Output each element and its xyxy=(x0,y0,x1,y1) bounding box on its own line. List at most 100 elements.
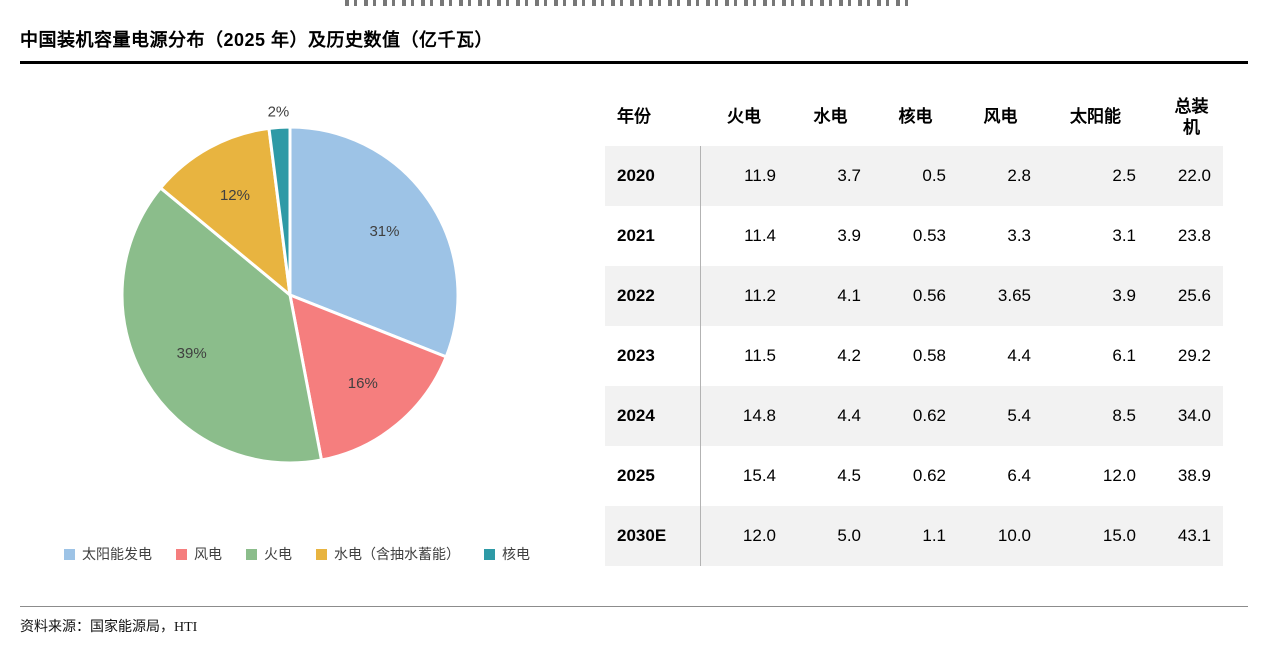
table-row: 2021 11.4 3.9 0.53 3.3 3.1 23.8 xyxy=(605,206,1223,266)
value-cell: 5.4 xyxy=(1007,406,1031,425)
pie-slice xyxy=(159,126,292,297)
legend-swatch-icon xyxy=(484,548,495,560)
legend-label: 火电 xyxy=(264,546,292,562)
footer: 资料来源：国家能源局，HTI xyxy=(20,606,1248,636)
value-cell: 3.9 xyxy=(837,226,861,245)
pie-value-label: 39% xyxy=(177,345,207,362)
value-cell: 5.0 xyxy=(837,526,861,545)
value-cell: 4.5 xyxy=(837,466,861,485)
value-cell: 0.53 xyxy=(912,226,946,245)
pie-slice xyxy=(120,186,323,465)
legend-item: 水电（含抽水蓄能） xyxy=(316,544,460,564)
value-cell: 0.62 xyxy=(912,466,946,485)
value-cell: 4.4 xyxy=(837,406,861,425)
value-cell: 3.7 xyxy=(837,166,861,185)
value-cell: 6.1 xyxy=(1112,346,1136,365)
legend-swatch-icon xyxy=(64,548,75,560)
pie-value-label: 31% xyxy=(369,223,399,240)
table-row: 2020 11.9 3.7 0.5 2.8 2.5 22.0 xyxy=(605,146,1223,206)
table-head-row: 年份 火电 水电 核电 风电 太阳能 总装机 xyxy=(605,88,1223,146)
value-cell: 34.0 xyxy=(1177,406,1211,425)
value-cell: 38.9 xyxy=(1177,466,1211,485)
figure-content: 31% 16% 39% 12% 2% 太阳能发电 风电 火电 水电（含抽水蓄能） 核电 年份 火电… xyxy=(40,80,1228,578)
table-row: 2025 15.4 4.5 0.62 6.4 12.0 38.9 xyxy=(605,446,1223,506)
pie-value-label: 2% xyxy=(268,103,290,120)
pie-chart-pane: 31% 16% 39% 12% 2% 太阳能发电 风电 火电 水电（含抽水蓄能） 核电 xyxy=(40,80,595,578)
value-cell: 0.56 xyxy=(912,286,946,305)
value-cell: 11.2 xyxy=(744,286,776,305)
value-cell: 0.5 xyxy=(922,166,946,185)
year-cell: 2023 xyxy=(605,326,701,386)
year-cell: 2024 xyxy=(605,386,701,446)
value-cell: 2.5 xyxy=(1112,166,1136,185)
title-underline xyxy=(20,61,1248,64)
legend-label: 核电 xyxy=(502,546,530,562)
legend-item: 太阳能发电 xyxy=(64,544,152,564)
value-cell: 4.4 xyxy=(1007,346,1031,365)
value-cell: 15.4 xyxy=(742,466,776,485)
value-cell: 8.5 xyxy=(1112,406,1136,425)
pie-chart: 31% 16% 39% 12% 2% xyxy=(120,103,460,465)
year-cell: 2030E xyxy=(605,506,701,566)
year-cell: 2021 xyxy=(605,206,701,266)
column-header: 核电 xyxy=(898,107,933,127)
value-cell: 11.9 xyxy=(744,166,776,185)
value-cell: 0.62 xyxy=(912,406,946,425)
column-header: 总装机 xyxy=(1174,96,1209,137)
year-cell: 2025 xyxy=(605,446,701,506)
figure-title: 中国装机容量电源分布（2025 年）及历史数值（亿千瓦） xyxy=(20,30,494,50)
value-cell: 23.8 xyxy=(1177,226,1211,245)
legend-swatch-icon xyxy=(316,548,327,560)
value-cell: 15.0 xyxy=(1102,526,1136,545)
column-header: 太阳能 xyxy=(1070,107,1121,127)
table-row: 2030E 12.0 5.0 1.1 10.0 15.0 43.1 xyxy=(605,506,1223,566)
data-table-pane: 年份 火电 水电 核电 风电 太阳能 总装机 2020 11.9 3.7 0.5 2.8 2.5 22.… xyxy=(595,80,1228,578)
table-body: 2020 11.9 3.7 0.5 2.8 2.5 22.0 2021 11.4 3.9 0.53 3… xyxy=(605,146,1223,566)
legend-swatch-icon xyxy=(176,548,187,560)
value-cell: 12.0 xyxy=(742,526,776,545)
data-table: 年份 火电 水电 核电 风电 太阳能 总装机 2020 11.9 3.7 0.5 2.8 2.5 22.… xyxy=(605,88,1224,566)
value-cell: 12.0 xyxy=(1102,466,1136,485)
year-cell: 2022 xyxy=(605,266,701,326)
column-header: 火电 xyxy=(727,107,761,127)
pie-slice xyxy=(288,125,460,359)
table-row: 2023 11.5 4.2 0.58 4.4 6.1 29.2 xyxy=(605,326,1223,386)
column-header: 风电 xyxy=(983,107,1018,127)
value-cell: 25.6 xyxy=(1177,286,1211,305)
legend-label: 太阳能发电 xyxy=(82,546,152,562)
title-block: 中国装机容量电源分布（2025 年）及历史数值（亿千瓦） xyxy=(20,26,1248,64)
value-cell: 2.8 xyxy=(1007,166,1031,185)
value-cell: 22.0 xyxy=(1177,166,1211,185)
table-row: 2022 11.2 4.1 0.56 3.65 3.9 25.6 xyxy=(605,266,1223,326)
table-row: 2024 14.8 4.4 0.62 5.4 8.5 34.0 xyxy=(605,386,1223,446)
legend-item: 火电 xyxy=(246,544,292,564)
column-header: 水电 xyxy=(813,107,848,127)
value-cell: 4.2 xyxy=(837,346,861,365)
clipped-text-artifact xyxy=(345,0,910,6)
value-cell: 11.4 xyxy=(744,226,776,245)
pie-legend: 太阳能发电 风电 火电 水电（含抽水蓄能） 核电 xyxy=(64,544,595,564)
value-cell: 1.1 xyxy=(922,526,946,545)
value-cell: 0.58 xyxy=(912,346,946,365)
value-cell: 11.5 xyxy=(744,346,776,365)
value-cell: 29.2 xyxy=(1177,346,1211,365)
legend-label: 水电（含抽水蓄能） xyxy=(334,546,460,562)
value-cell: 43.1 xyxy=(1177,526,1211,545)
value-cell: 3.3 xyxy=(1007,226,1031,245)
legend-swatch-icon xyxy=(246,548,257,560)
pie-slice xyxy=(288,293,448,462)
value-cell: 10.0 xyxy=(997,526,1031,545)
value-cell: 6.4 xyxy=(1007,466,1031,485)
pie-value-label: 12% xyxy=(220,187,250,204)
value-cell: 3.65 xyxy=(997,286,1031,305)
year-cell: 2020 xyxy=(605,146,701,206)
value-cell: 3.9 xyxy=(1112,286,1136,305)
value-cell: 4.1 xyxy=(837,286,861,305)
value-cell: 3.1 xyxy=(1112,226,1136,245)
column-header: 年份 xyxy=(617,107,651,127)
pie-slice xyxy=(267,125,292,297)
legend-label: 风电 xyxy=(194,546,222,562)
pie-value-label: 16% xyxy=(348,375,378,392)
value-cell: 14.8 xyxy=(742,406,776,425)
